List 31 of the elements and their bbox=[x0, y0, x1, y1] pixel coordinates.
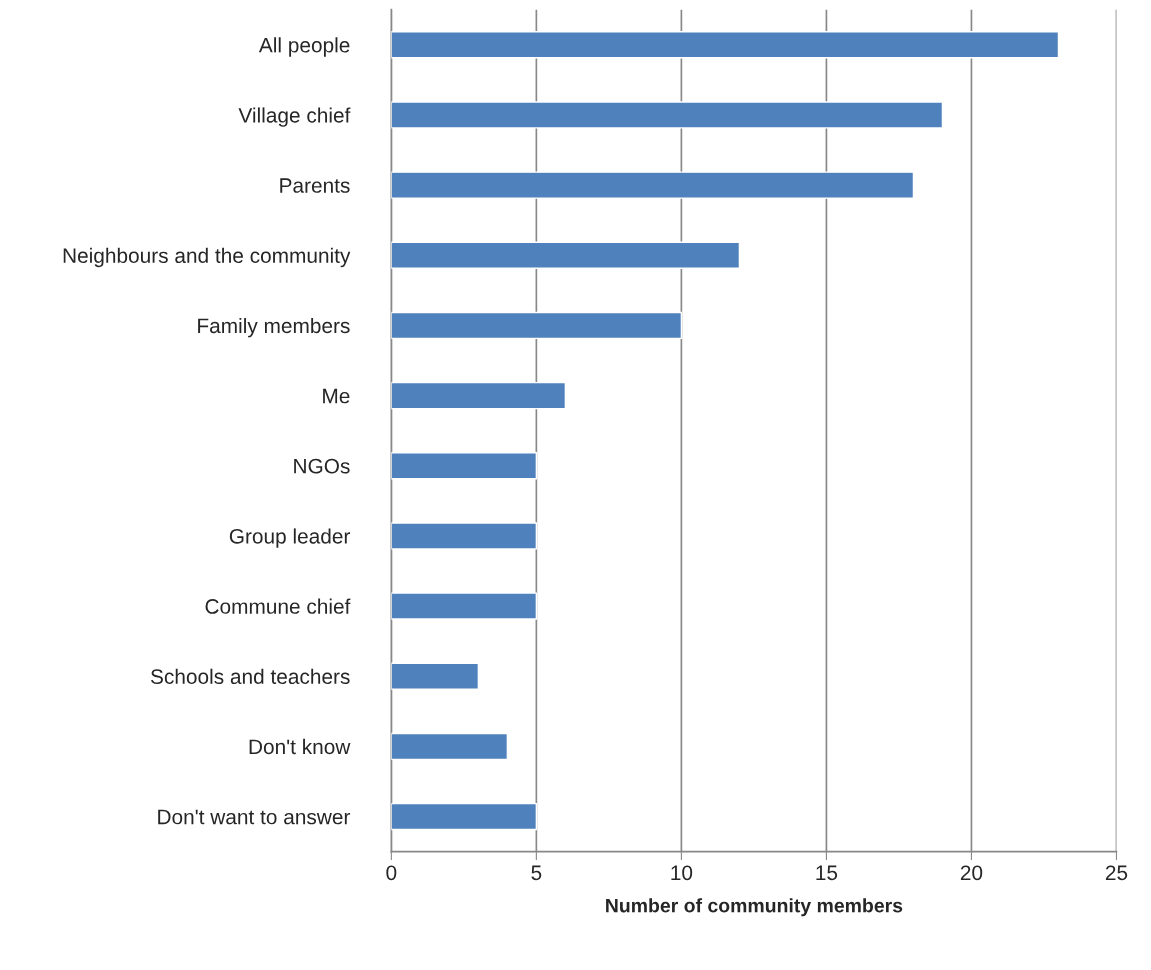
y-tick-label: All people bbox=[258, 37, 350, 57]
bar bbox=[391, 31, 1060, 59]
y-tick-label: Parents bbox=[280, 178, 350, 193]
y-tick-label: Me bbox=[323, 388, 350, 404]
y-tick-label: Don't know bbox=[249, 738, 351, 755]
y-tick-label: Commune chief bbox=[205, 598, 351, 614]
bar bbox=[391, 452, 538, 480]
y-tick-label: Don't want to answer bbox=[158, 809, 351, 825]
bar bbox=[391, 171, 915, 199]
x-axis-title: Number of community members bbox=[606, 898, 903, 917]
bar bbox=[391, 662, 480, 690]
x-tick-label: 15 bbox=[816, 865, 838, 881]
bar bbox=[391, 241, 741, 269]
x-tick-label: 0 bbox=[386, 865, 397, 881]
bar bbox=[391, 311, 683, 340]
bar bbox=[391, 101, 944, 129]
x-tick-label: 25 bbox=[1105, 865, 1128, 881]
y-tick-label: Family members bbox=[198, 317, 350, 338]
y-tick-label: Neighbours and the community bbox=[63, 247, 351, 268]
y-tick-label: Schools and teachers bbox=[150, 668, 350, 685]
y-tick-label: NGOs bbox=[294, 458, 350, 474]
y-tick-label: Village chief bbox=[238, 107, 351, 127]
x-tick-label: 5 bbox=[531, 865, 542, 881]
bar bbox=[391, 522, 538, 550]
y-tick-label: Group leader bbox=[229, 528, 351, 548]
bar bbox=[391, 802, 538, 831]
bar bbox=[391, 592, 538, 620]
bar bbox=[391, 732, 509, 761]
x-tick-label: 10 bbox=[671, 865, 693, 881]
bar bbox=[391, 381, 567, 410]
x-tick-label: 20 bbox=[960, 865, 983, 881]
